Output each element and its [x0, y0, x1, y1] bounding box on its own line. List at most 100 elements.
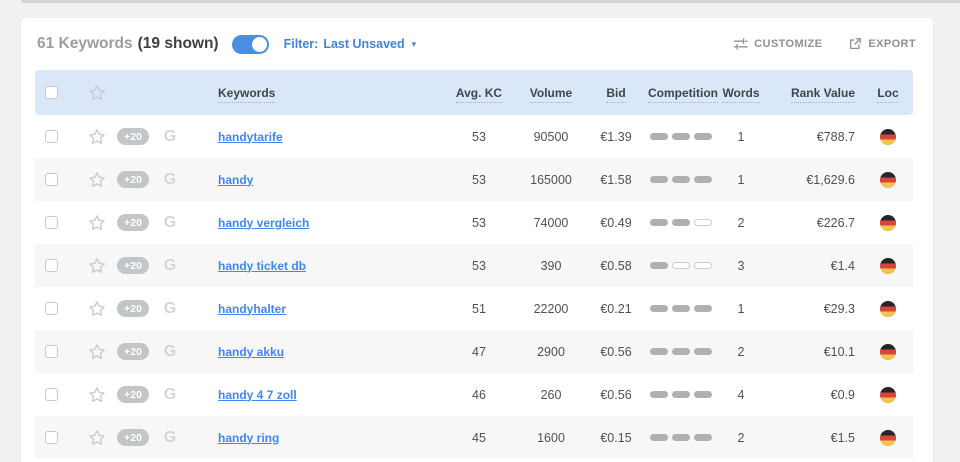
rank-value: €29.3 [823, 301, 855, 316]
keyword-link[interactable]: handy 4 7 zoll [218, 387, 297, 402]
row-checkbox-cell [35, 345, 79, 358]
row-checkbox[interactable] [45, 302, 58, 315]
keyword-cell: handy [189, 171, 439, 189]
words-value: 2 [737, 215, 745, 230]
loc-cell [880, 257, 896, 274]
filter-dropdown[interactable]: Filter: Last Unsaved ▾ [284, 37, 417, 51]
volume-value: 165000 [530, 172, 572, 187]
keyword-link[interactable]: handy ring [218, 430, 280, 445]
row-checkbox[interactable] [45, 431, 58, 444]
competition-bar [694, 133, 712, 140]
loc-cell [880, 300, 896, 317]
sliders-icon [733, 37, 748, 51]
keyword-link[interactable]: handy ticket db [218, 258, 307, 273]
germany-flag-icon [880, 429, 896, 446]
germany-flag-icon [880, 257, 896, 274]
row-checkbox[interactable] [45, 388, 58, 401]
google-g-icon[interactable]: G [163, 170, 177, 188]
column-header-keywords[interactable]: Keywords [189, 85, 439, 103]
expand-badge[interactable]: +20 [117, 128, 149, 145]
keyword-link[interactable]: handy akku [218, 344, 285, 359]
favorite-star-icon[interactable] [88, 128, 106, 146]
row-checkbox-cell [35, 216, 79, 229]
loc-cell [880, 343, 896, 360]
keyword-link[interactable]: handy vergleich [218, 215, 310, 230]
bid-value: €1.39 [600, 129, 632, 144]
column-header-competition[interactable]: Competition [648, 85, 718, 103]
google-g-icon[interactable]: G [163, 213, 177, 231]
avg-kc-value: 46 [472, 387, 486, 402]
row-checkbox[interactable] [45, 173, 58, 186]
words-value: 3 [737, 258, 745, 273]
keyword-cell: handy ring [189, 429, 439, 447]
google-g-icon[interactable]: G [163, 428, 177, 446]
google-g-icon[interactable]: G [163, 385, 177, 403]
volume-value: 2900 [537, 344, 565, 359]
rank-value: €1,629.6 [806, 172, 855, 187]
expand-badge[interactable]: +20 [117, 300, 149, 317]
germany-flag-icon [880, 171, 896, 188]
panel-actions: CUSTOMIZE EXPORT [733, 37, 916, 51]
filter-toggle[interactable] [231, 34, 269, 54]
germany-flag-icon [880, 300, 896, 317]
expand-badge[interactable]: +20 [117, 257, 149, 274]
table-body: +20 G handytarife 53 90500 €1.39 1 €788.… [35, 115, 913, 459]
loc-cell [880, 386, 896, 403]
favorite-star-icon[interactable] [88, 343, 106, 361]
column-header-bid[interactable]: Bid [606, 85, 626, 103]
column-header-rank-value[interactable]: Rank Value [790, 85, 863, 103]
expand-badge[interactable]: +20 [117, 214, 149, 231]
favorite-all-star-icon[interactable] [88, 84, 106, 102]
favorite-star-icon[interactable] [88, 429, 106, 447]
select-all-cell [35, 86, 79, 99]
google-g-icon[interactable]: G [163, 127, 177, 145]
select-all-checkbox[interactable] [45, 86, 58, 99]
loc-cell [880, 214, 896, 231]
keyword-cell: handytarife [189, 128, 439, 146]
favorite-star-icon[interactable] [88, 171, 106, 189]
competition-bar [650, 348, 668, 355]
volume-value: 390 [540, 258, 562, 273]
column-header-volume[interactable]: Volume [529, 85, 573, 103]
google-g-icon[interactable]: G [163, 342, 177, 360]
favorite-star-icon[interactable] [88, 214, 106, 232]
germany-flag-icon [880, 214, 896, 231]
google-g-icon[interactable]: G [163, 299, 177, 317]
expand-badge[interactable]: +20 [117, 171, 149, 188]
favorite-star-icon[interactable] [88, 386, 106, 404]
table-row: +20 G handyhalter 51 22200 €0.21 1 €29.3 [35, 287, 913, 330]
google-g-icon[interactable]: G [163, 256, 177, 274]
table-row: +20 G handy ring 45 1600 €0.15 2 €1.5 [35, 416, 913, 459]
competition-bar [672, 305, 690, 312]
competition-bar [650, 133, 668, 140]
row-checkbox[interactable] [45, 259, 58, 272]
germany-flag-icon [880, 128, 896, 145]
competition-bar [694, 305, 712, 312]
competition-bar [694, 391, 712, 398]
expand-badge[interactable]: +20 [117, 343, 149, 360]
competition-bar [672, 176, 690, 183]
avg-kc-value: 47 [472, 344, 486, 359]
favorite-star-icon[interactable] [88, 257, 106, 275]
rank-value: €0.9 [830, 387, 855, 402]
export-button[interactable]: EXPORT [848, 37, 916, 51]
keyword-link[interactable]: handyhalter [218, 301, 287, 316]
keyword-link[interactable]: handytarife [218, 129, 283, 144]
row-checkbox[interactable] [45, 345, 58, 358]
customize-button[interactable]: CUSTOMIZE [733, 37, 822, 51]
expand-badge[interactable]: +20 [117, 429, 149, 446]
words-value: 1 [737, 129, 745, 144]
keyword-link[interactable]: handy [218, 172, 254, 187]
row-checkbox[interactable] [45, 130, 58, 143]
rank-value: €226.7 [816, 215, 855, 230]
favorite-star-icon[interactable] [88, 300, 106, 318]
keywords-panel: 61 Keywords (19 shown) Filter: Last Unsa… [21, 18, 933, 462]
shown-count-label: (19 shown) [137, 35, 219, 52]
expand-badge[interactable]: +20 [117, 386, 149, 403]
avg-kc-value: 53 [472, 258, 486, 273]
row-checkbox[interactable] [45, 216, 58, 229]
competition-bar [694, 434, 712, 441]
column-header-loc[interactable]: Loc [877, 85, 899, 103]
column-header-words[interactable]: Words [722, 85, 760, 103]
column-header-avg-kc[interactable]: Avg. KC [455, 85, 503, 103]
